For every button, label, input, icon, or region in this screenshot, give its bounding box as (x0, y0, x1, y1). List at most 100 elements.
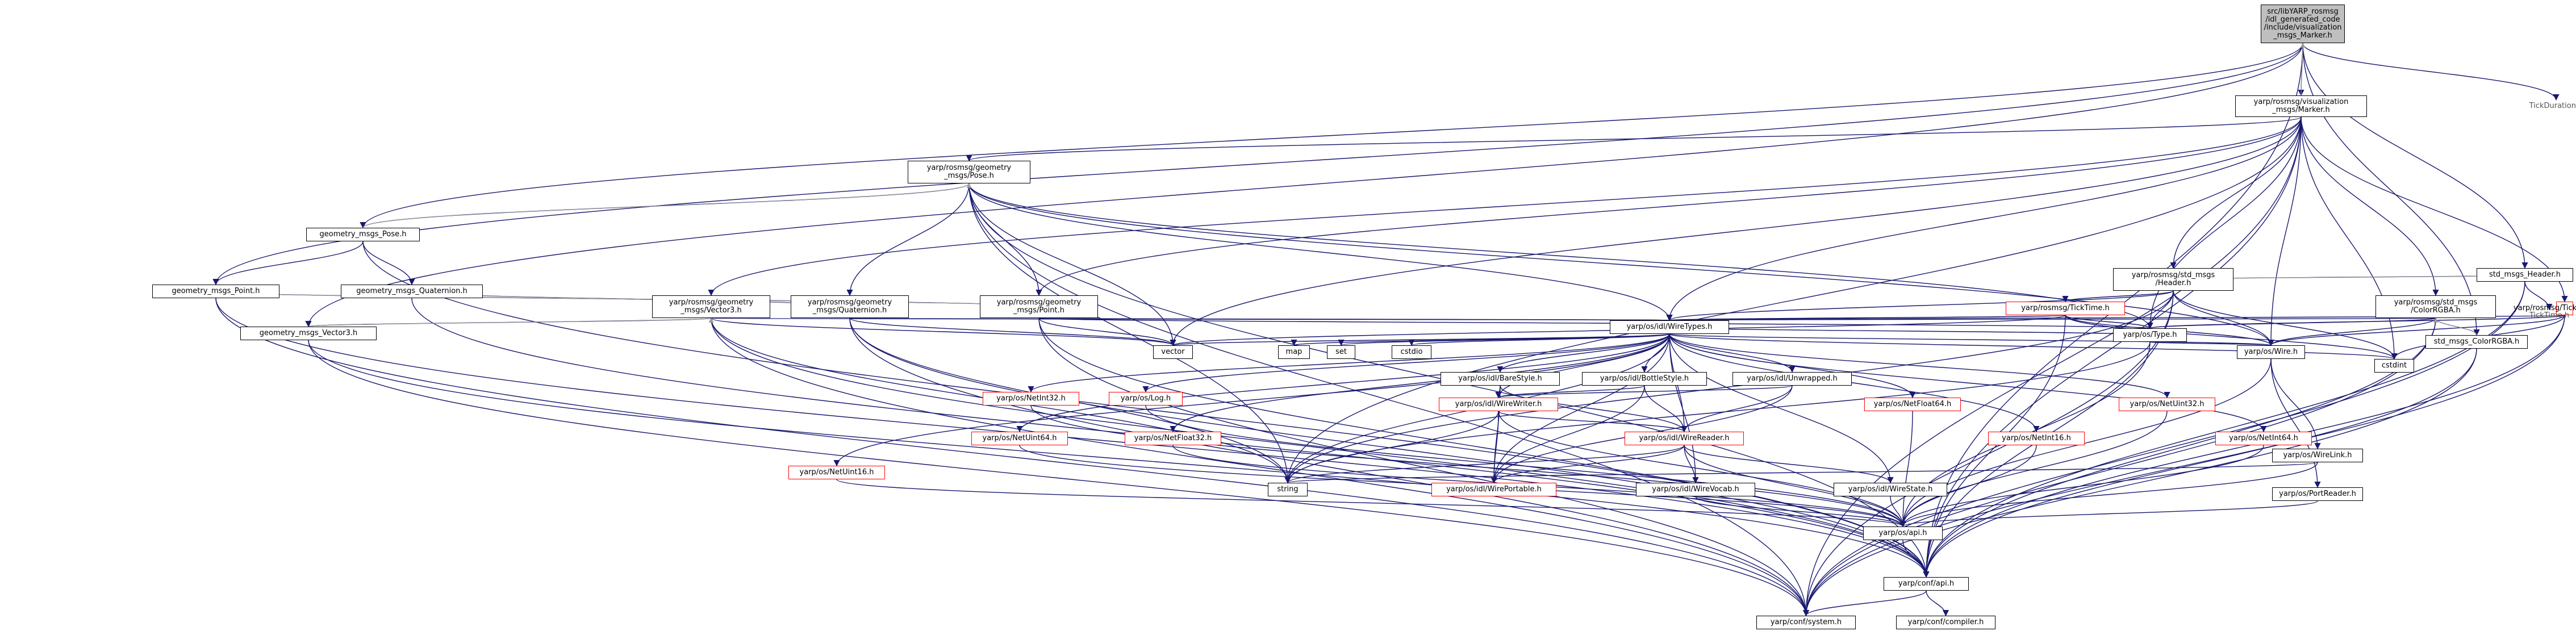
node-os-wirelink[interactable]: yarp/os/WireLink.h (2272, 449, 2363, 462)
node-conf-system[interactable]: yarp/conf/system.h (1756, 616, 1856, 629)
edge-marker-to-wire (2268, 116, 2302, 346)
edge-marker-to-cstdint (2301, 116, 2398, 360)
node-os-wire[interactable]: yarp/os/Wire.h (2237, 345, 2305, 359)
edge-colorrgba-to-wiretypes (1669, 314, 2436, 321)
edge-std_header-to-type (2147, 290, 2174, 329)
node-visualization-msgs-marker-header[interactable]: src/libYARP_rosmsg /idl_generated_code /… (2261, 5, 2345, 43)
edge-wiretypes-to-unwrapped (1669, 333, 1796, 373)
edge-bottlestyle-to-wirewriter (1495, 385, 1645, 399)
node-os-netuint16[interactable]: yarp/os/NetUint16.h (788, 466, 885, 479)
edge-tickduration-to-type (2147, 315, 2565, 329)
node-std-msgs-header[interactable]: std_msgs_Header.h (2477, 268, 2573, 282)
edge-ticktime-to-type (2065, 315, 2153, 329)
node-os-netuint64[interactable]: yarp/os/NetUint64.h (971, 432, 1068, 445)
node-os-netint32[interactable]: yarp/os/NetInt32.h (983, 392, 1079, 406)
edge-wiretypes-to-cstdint (1669, 333, 2397, 360)
edge-wire-to-wirelink (2270, 358, 2321, 450)
edge-marker_root-to-geo_point (212, 43, 2303, 286)
edge-api-to-confapi (1902, 540, 1930, 578)
edge-wirelink-to-api (1899, 462, 2318, 528)
node-rosmsg-geometry-quaternion[interactable]: yarp/rosmsg/geometry _msgs/Quaternion.h (791, 295, 909, 318)
node-rosmsg-geometry-point[interactable]: yarp/rosmsg/geometry _msgs/Point.h (980, 295, 1098, 318)
edge-type-to-wire (2149, 339, 2274, 346)
node-geometry-msgs-point[interactable]: geometry_msgs_Point.h (152, 285, 279, 298)
edge-marker-to-point (1036, 116, 2302, 296)
node-idl-barestyle[interactable]: yarp/os/idl/BareStyle.h (1441, 372, 1560, 386)
node-rosmsg-std-header[interactable]: yarp/rosmsg/std_msgs /Header.h (2113, 268, 2233, 291)
node-idl-wirevocab[interactable]: yarp/os/idl/WireVocab.h (1636, 483, 1755, 496)
node-idl-wirestate[interactable]: yarp/os/idl/WireState.h (1834, 483, 1947, 496)
node-std-msgs-colorrgba[interactable]: std_msgs_ColorRGBA.h (2425, 335, 2528, 349)
edge-wiretypes-to-wireportable (1491, 333, 1670, 484)
edge-wiretypes-to-netuint16 (833, 333, 1670, 467)
edge-wiretypes-to-wirevocab (1669, 333, 1699, 484)
edge-marker-to-std_header (2170, 116, 2302, 269)
edge-wiretypes-to-netuint32 (1669, 333, 2170, 399)
node-os-api[interactable]: yarp/os/api.h (1863, 526, 1943, 540)
node-idl-wirewriter[interactable]: yarp/os/idl/WireWriter.h (1439, 398, 1558, 411)
edge-pose-to-system (968, 183, 1810, 617)
edge-netint64-to-api (1899, 445, 2264, 528)
node-idl-bottlestyle[interactable]: yarp/os/idl/BottleStyle.h (1582, 372, 1707, 386)
node-conf-compiler[interactable]: yarp/conf/compiler.h (1896, 616, 1995, 629)
edge-marker_root-to-geo_vector3 (305, 43, 2303, 328)
edge-netfloat64-to-api (1899, 411, 1913, 528)
edge-bottlestyle-to-wirereader (1644, 385, 1688, 433)
node-os-netint16[interactable]: yarp/os/NetInt16.h (1988, 432, 2085, 445)
node-idl-wireportable[interactable]: yarp/os/idl/WirePortable.h (1431, 483, 1556, 496)
node-os-type[interactable]: yarp/os/Type.h (2113, 328, 2187, 342)
edge-wire-to-portreader (2270, 358, 2321, 488)
edge-unwrapped-to-wirereader (1681, 385, 1793, 433)
node-os-netint64[interactable]: yarp/os/NetInt64.h (2215, 432, 2312, 445)
edge-wiretypes-to-netint32 (1028, 333, 1670, 393)
edge-wirewriter-to-wirereader (1498, 411, 1688, 433)
edge-type-to-string (1284, 341, 2151, 484)
edge-wiretypes-to-cstdio (1408, 333, 1670, 346)
node-os-portreader[interactable]: yarp/os/PortReader.h (2272, 487, 2363, 501)
edge-wiretypes-to-netint64 (1669, 333, 2267, 433)
edge-wiretypes-to-wire (1669, 333, 2274, 346)
edge-vector3-to-confapi (711, 317, 1930, 578)
node-tickduration-plain[interactable]: TickDuration.h (2529, 102, 2576, 110)
node-rosmsg-geometry-vector3[interactable]: yarp/rosmsg/geometry _msgs/Vector3.h (652, 295, 770, 318)
node-string[interactable]: string (1268, 483, 1308, 496)
edge-log-to-api (1145, 405, 1906, 528)
edge-pose-to-quaternion (846, 183, 970, 296)
node-rosmsg-std-colorrgba[interactable]: yarp/rosmsg/std_msgs /ColorRGBA.h (2375, 295, 2496, 318)
node-rosmsg-ticktime[interactable]: yarp/rosmsg/TickTime.h (2006, 302, 2125, 315)
node-idl-wiretypes[interactable]: yarp/os/idl/WireTypes.h (1610, 320, 1729, 334)
edge-wirereader-to-wireportable (1491, 445, 1685, 484)
node-ticktime-plain[interactable]: TickTime.h (2529, 311, 2569, 320)
edge-wirereader-to-api (1684, 445, 1906, 528)
node-cstdio[interactable]: cstdio (1392, 345, 1431, 359)
node-conf-api[interactable]: yarp/conf/api.h (1884, 577, 1969, 591)
edge-wiretypes-to-netuint64 (1016, 333, 1670, 433)
edge-wiretypes-to-netfloat32 (1170, 333, 1670, 433)
edge-std_header-to-wiretypes (1666, 290, 2174, 321)
node-os-log[interactable]: yarp/os/Log.h (1109, 392, 1183, 406)
node-idl-wirereader[interactable]: yarp/os/idl/WireReader.h (1625, 432, 1744, 445)
node-map[interactable]: map (1278, 345, 1310, 359)
edge-geo_pose-to-pose (362, 183, 972, 228)
edge-colorrgba-to-system (1802, 317, 2436, 617)
node-geometry-msgs-vector3[interactable]: geometry_msgs_Vector3.h (240, 327, 377, 340)
node-cstdint[interactable]: cstdint (2374, 359, 2414, 373)
edge-bottlestyle-to-wireportable (1491, 385, 1645, 484)
node-os-netfloat32[interactable]: yarp/os/NetFloat32.h (1125, 432, 1221, 445)
node-set[interactable]: set (1327, 345, 1355, 359)
node-idl-unwrapped[interactable]: yarp/os/idl/Unwrapped.h (1732, 372, 1852, 386)
node-os-netfloat64[interactable]: yarp/os/NetFloat64.h (1864, 398, 1961, 411)
edge-pose-to-wiretypes (968, 183, 1673, 321)
edge-ticktime-to-wiretypes (1667, 314, 2066, 321)
edge-marker-to-type (2147, 116, 2302, 329)
node-rosmsg-visualization-msgs-marker[interactable]: yarp/rosmsg/visualization _msgs/Marker.h (2235, 95, 2367, 117)
node-os-netuint32[interactable]: yarp/os/NetUint32.h (2119, 398, 2215, 411)
edge-geo_vector3-to-confapi (308, 340, 1930, 578)
node-geometry-msgs-pose[interactable]: geometry_msgs_Pose.h (306, 228, 420, 241)
node-rosmsg-geometry-pose[interactable]: yarp/rosmsg/geometry _msgs/Pose.h (908, 161, 1030, 183)
edge-netint16-to-api (1899, 445, 2037, 528)
edge-marker_root-to-std_msgs_colorrgba (2302, 43, 2480, 336)
node-geometry-msgs-quaternion[interactable]: geometry_msgs_Quaternion.h (341, 285, 483, 298)
node-vector[interactable]: vector (1153, 345, 1193, 359)
